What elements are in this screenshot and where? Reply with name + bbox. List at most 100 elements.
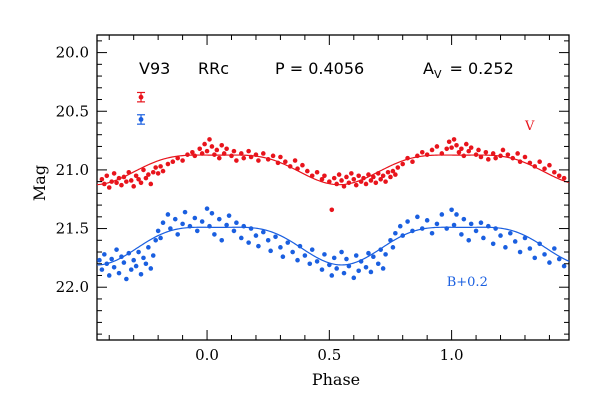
data-point-b [419, 226, 425, 231]
data-point-b [344, 256, 349, 262]
data-point-v [561, 175, 567, 181]
data-point-v [451, 137, 457, 142]
data-point-v [341, 184, 347, 189]
data-point-b [246, 240, 251, 245]
data-point-b [552, 246, 557, 251]
data-point-b [522, 235, 528, 241]
data-point-v [454, 142, 459, 148]
data-point-v [124, 179, 129, 184]
data-point-v [305, 168, 310, 174]
data-point-b [449, 207, 454, 213]
data-point-v [378, 176, 383, 182]
data-point-v [102, 181, 107, 187]
x-tick-label: 1.0 [440, 346, 464, 364]
data-point-v [393, 172, 398, 177]
data-point-b [153, 237, 158, 243]
data-point-b [238, 235, 244, 241]
data-point-b [429, 230, 435, 236]
error-point-b [138, 117, 144, 122]
data-point-b [481, 235, 486, 241]
data-point-v [295, 166, 300, 172]
data-point-b [459, 232, 464, 237]
data-point-b [155, 228, 161, 234]
data-point-b [434, 221, 440, 227]
data-point-b [490, 241, 496, 247]
data-point-b [537, 241, 542, 247]
data-point-v [361, 175, 366, 181]
data-point-b [253, 233, 259, 238]
data-point-v [309, 173, 315, 179]
data-point-b [393, 230, 398, 236]
data-point-b [397, 223, 403, 229]
data-point-b [451, 222, 457, 228]
data-point-v [415, 153, 420, 159]
data-point-v [175, 155, 180, 161]
data-point-v [229, 153, 234, 159]
data-point-b [327, 262, 332, 268]
data-point-b [172, 216, 178, 222]
data-point-b [353, 253, 359, 258]
data-point-v [204, 148, 210, 154]
data-point-v [493, 155, 498, 161]
data-point-b [375, 261, 381, 267]
data-point-b [133, 263, 139, 269]
data-point-v [180, 158, 185, 163]
data-point-v [395, 165, 401, 170]
data-point-b [194, 228, 200, 234]
data-point-b [461, 216, 467, 222]
data-point-b [114, 247, 119, 252]
data-point-v [133, 173, 139, 179]
data-point-b [219, 237, 225, 243]
data-point-v [126, 169, 132, 175]
data-point-v [146, 172, 151, 177]
data-point-b [339, 249, 344, 255]
data-point-v [388, 174, 393, 180]
data-point-v [143, 175, 149, 181]
data-point-v [219, 142, 225, 148]
data-point-v [446, 139, 452, 145]
plot-frame [96, 34, 570, 341]
data-point-b [121, 260, 127, 265]
data-point-v [265, 157, 271, 162]
data-point-b [204, 206, 210, 211]
data-point-v [419, 150, 425, 155]
data-point-b [278, 245, 283, 250]
data-point-v [160, 168, 166, 174]
data-point-v [500, 147, 506, 153]
data-point-v [459, 146, 464, 152]
data-point-v [150, 169, 156, 175]
data-point-b [126, 250, 132, 256]
data-point-v [434, 144, 440, 149]
data-point-b [368, 269, 374, 275]
data-point-v [238, 151, 244, 156]
data-point-b [322, 252, 327, 257]
data-point-v [158, 164, 163, 169]
data-point-v [334, 181, 339, 187]
data-point-v [287, 164, 293, 169]
data-point-b [141, 255, 146, 261]
data-point-v [141, 167, 146, 173]
data-point-v [505, 152, 511, 157]
data-point-b [131, 257, 136, 263]
data-point-b [498, 233, 503, 238]
data-point-b [512, 239, 518, 244]
data-point-v [256, 158, 261, 163]
data-point-v [190, 150, 195, 155]
series-label-b: B+0.2 [447, 275, 488, 290]
data-point-b [400, 233, 406, 238]
data-point-v [366, 172, 371, 177]
data-point-b [439, 212, 445, 217]
data-point-v [444, 146, 450, 152]
data-point-v [527, 160, 533, 166]
data-point-v [109, 179, 114, 184]
data-point-v [111, 171, 117, 176]
data-point-b [473, 228, 479, 234]
data-point-v [99, 176, 105, 182]
data-point-v [231, 148, 237, 154]
data-point-b [116, 270, 122, 276]
data-point-v [547, 162, 552, 168]
series-label-v: V [524, 119, 535, 134]
data-point-v [104, 173, 110, 179]
data-point-v [336, 172, 342, 177]
data-point-b [261, 229, 266, 235]
